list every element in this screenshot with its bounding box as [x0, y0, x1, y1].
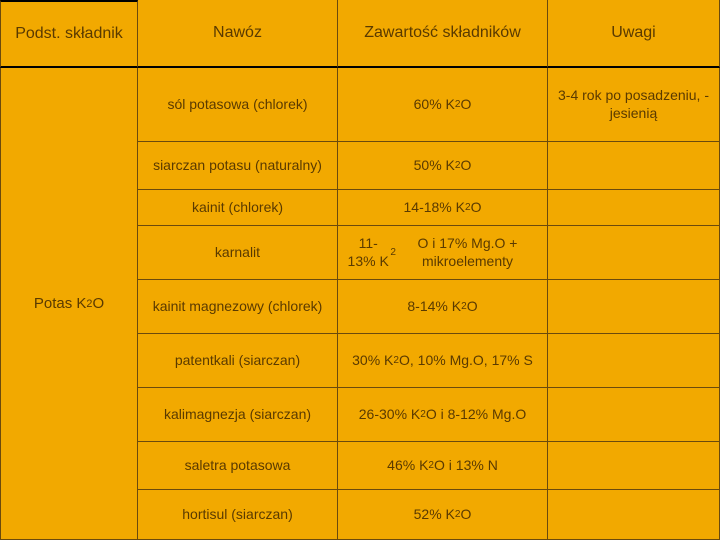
table-body: Potas K2O sól potasowa (chlorek) 60% K2O… [0, 68, 720, 540]
cell-zawartosc: 8-14% K2O [338, 280, 548, 334]
cell-nawoz: sól potasowa (chlorek) [138, 68, 338, 142]
cell-nawoz: kainit (chlorek) [138, 190, 338, 226]
cell-uwagi [548, 490, 720, 540]
table-row: kainit (chlorek) 14-18% K2O [138, 190, 720, 226]
cell-zawartosc: 14-18% K2O [338, 190, 548, 226]
cell-uwagi [548, 226, 720, 280]
cell-nawoz: siarczan potasu (naturalny) [138, 142, 338, 190]
cell-uwagi [548, 142, 720, 190]
table-row: saletra potasowa 46% K2O i 13% N [138, 442, 720, 490]
cell-nawoz: saletra potasowa [138, 442, 338, 490]
header-col-zawartosc: Zawartość składników [338, 0, 548, 68]
cell-zawartosc: 60% K2O [338, 68, 548, 142]
row-header-potas: Potas K2O [0, 68, 138, 540]
header-col-nawoz: Nawóz [138, 0, 338, 68]
cell-uwagi [548, 280, 720, 334]
header-col-uwagi: Uwagi [548, 0, 720, 68]
cell-uwagi [548, 190, 720, 226]
cell-uwagi [548, 442, 720, 490]
table-header-row: Podst. składnik Nawóz Zawartość składnik… [0, 0, 720, 68]
table-row: sól potasowa (chlorek) 60% K2O 3-4 rok p… [138, 68, 720, 142]
cell-zawartosc: 26-30% K2O i 8-12% Mg.O [338, 388, 548, 442]
table-row: patentkali (siarczan) 30% K2O, 10% Mg.O,… [138, 334, 720, 388]
cell-uwagi: 3-4 rok po posadzeniu, - jesienią [548, 68, 720, 142]
cell-nawoz: patentkali (siarczan) [138, 334, 338, 388]
cell-nawoz: kainit magnezowy (chlorek) [138, 280, 338, 334]
table-rows: sól potasowa (chlorek) 60% K2O 3-4 rok p… [138, 68, 720, 540]
cell-zawartosc: 30% K2O, 10% Mg.O, 17% S [338, 334, 548, 388]
table-row: kainit magnezowy (chlorek) 8-14% K2O [138, 280, 720, 334]
table-row: siarczan potasu (naturalny) 50% K2O [138, 142, 720, 190]
table-row: kalimagnezja (siarczan) 26-30% K2O i 8-1… [138, 388, 720, 442]
cell-uwagi [548, 388, 720, 442]
cell-zawartosc: 46% K2O i 13% N [338, 442, 548, 490]
fertilizer-table: Podst. składnik Nawóz Zawartość składnik… [0, 0, 720, 540]
table-row: hortisul (siarczan) 52% K2O [138, 490, 720, 540]
cell-zawartosc: 50% K2O [338, 142, 548, 190]
cell-nawoz: hortisul (siarczan) [138, 490, 338, 540]
cell-zawartosc: 52% K2O [338, 490, 548, 540]
cell-uwagi [548, 334, 720, 388]
cell-nawoz: kalimagnezja (siarczan) [138, 388, 338, 442]
cell-nawoz: karnalit [138, 226, 338, 280]
cell-zawartosc: 11-13% K2O i 17% Mg.O + mikroelementy [338, 226, 548, 280]
header-col-skladnik: Podst. składnik [0, 0, 138, 68]
table-row: karnalit 11-13% K2O i 17% Mg.O + mikroel… [138, 226, 720, 280]
